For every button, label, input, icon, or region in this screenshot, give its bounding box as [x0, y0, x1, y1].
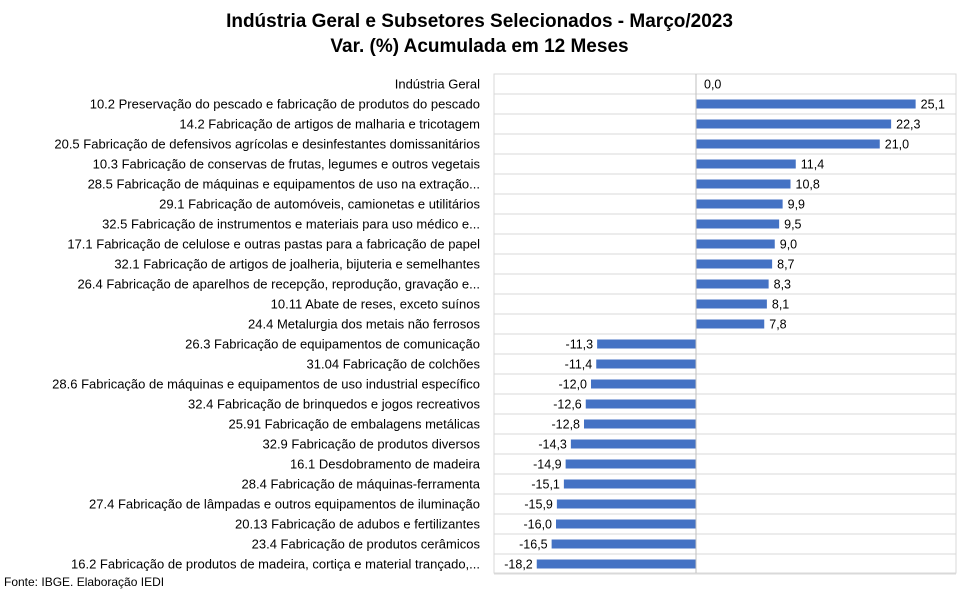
category-label: 23.4 Fabricação de produtos cerâmicos	[252, 537, 481, 552]
bar	[565, 459, 696, 469]
bar	[696, 99, 916, 109]
data-label: 9,0	[780, 238, 797, 252]
bar	[556, 499, 696, 509]
category-label: 10.11 Abate de reses, exceto suínos	[271, 297, 481, 312]
data-label: -12,6	[553, 398, 582, 412]
category-label: 32.1 Fabricação de artigos de joalheria,…	[114, 257, 480, 272]
category-label: 32.4 Fabricação de brinquedos e jogos re…	[188, 397, 480, 412]
category-label: 14.2 Fabricação de artigos de malharia e…	[179, 117, 480, 132]
data-label: -12,0	[559, 378, 588, 392]
category-label: 20.13 Fabricação de adubos e fertilizant…	[235, 517, 480, 532]
bar	[696, 159, 796, 169]
data-label: 7,8	[769, 318, 786, 332]
bar	[536, 559, 696, 569]
data-label: 11,4	[801, 158, 824, 172]
bar	[591, 379, 696, 389]
data-label: 10,8	[796, 178, 820, 192]
category-label: 28.5 Fabricação de máquinas e equipament…	[88, 177, 480, 192]
bar	[551, 539, 696, 549]
data-label: 8,1	[772, 298, 789, 312]
category-label: 27.4 Fabricação de lâmpadas e outros equ…	[89, 497, 480, 512]
category-label: 10.3 Fabricação de conservas de frutas, …	[93, 157, 481, 172]
data-label: 8,7	[777, 258, 794, 272]
category-label: Indústria Geral	[395, 77, 480, 92]
bar	[696, 239, 775, 249]
data-label: -14,9	[533, 458, 562, 472]
data-label: 22,3	[896, 118, 920, 132]
data-label: -16,5	[519, 538, 548, 552]
bar	[696, 259, 773, 269]
category-label: 31.04 Fabricação de colchões	[307, 357, 481, 372]
data-label: 9,9	[788, 198, 805, 212]
bar	[696, 219, 780, 229]
data-label: 0,0	[704, 78, 721, 92]
bar	[584, 419, 696, 429]
bar	[696, 319, 765, 329]
bar	[696, 179, 791, 189]
data-label: -12,8	[552, 418, 581, 432]
category-label: 26.4 Fabricação de aparelhos de recepção…	[77, 277, 480, 292]
chart-title-block: Indústria Geral e Subsetores Selecionado…	[0, 9, 959, 59]
category-label: 20.5 Fabricação de defensivos agrícolas …	[54, 137, 480, 152]
data-label: -14,3	[538, 438, 567, 452]
bar	[556, 519, 696, 529]
data-label: -15,1	[531, 478, 560, 492]
bar	[563, 479, 696, 489]
bar	[696, 119, 892, 129]
chart-title: Indústria Geral e Subsetores Selecionado…	[226, 11, 733, 32]
data-label: -16,0	[524, 518, 553, 532]
data-label: 21,0	[885, 138, 909, 152]
bar	[696, 279, 769, 289]
category-label: 17.1 Fabricação de celulose e outras pas…	[67, 237, 480, 252]
bar	[696, 139, 880, 149]
category-label: 28.6 Fabricação de máquinas e equipament…	[52, 377, 480, 392]
bar	[696, 299, 767, 309]
bar	[585, 399, 696, 409]
chart-subtitle: Var. (%) Acumulada em 12 Meses	[330, 36, 629, 57]
bar	[570, 439, 696, 449]
bar	[696, 199, 783, 209]
data-label: 8,3	[774, 278, 791, 292]
category-label: 32.5 Fabricação de instrumentos e materi…	[102, 217, 480, 232]
category-label: 16.2 Fabricação de produtos de madeira, …	[71, 557, 480, 572]
data-label: -11,3	[566, 338, 594, 352]
category-label: 16.1 Desdobramento de madeira	[290, 457, 481, 472]
data-label: -18,2	[504, 558, 533, 572]
category-label: 28.4 Fabricação de máquinas-ferramenta	[242, 477, 481, 492]
data-label: -11,4	[565, 358, 593, 372]
category-label: 32.9 Fabricação de produtos diversos	[262, 437, 480, 452]
bar	[596, 359, 696, 369]
source-note: Fonte: IBGE. Elaboração IEDI	[4, 575, 165, 589]
category-label: 26.3 Fabricação de equipamentos de comun…	[185, 337, 480, 352]
category-label: 29.1 Fabricação de automóveis, camioneta…	[159, 197, 480, 212]
data-label: 9,5	[784, 218, 801, 232]
category-label: 24.4 Metalurgia dos metais não ferrosos	[248, 317, 480, 332]
bar	[597, 339, 696, 349]
data-label: -15,9	[524, 498, 553, 512]
category-label: 10.2 Preservação do pescado e fabricação…	[90, 97, 480, 112]
data-label: 25,1	[921, 98, 945, 112]
category-label: 25.91 Fabricação de embalagens metálicas	[229, 417, 481, 432]
